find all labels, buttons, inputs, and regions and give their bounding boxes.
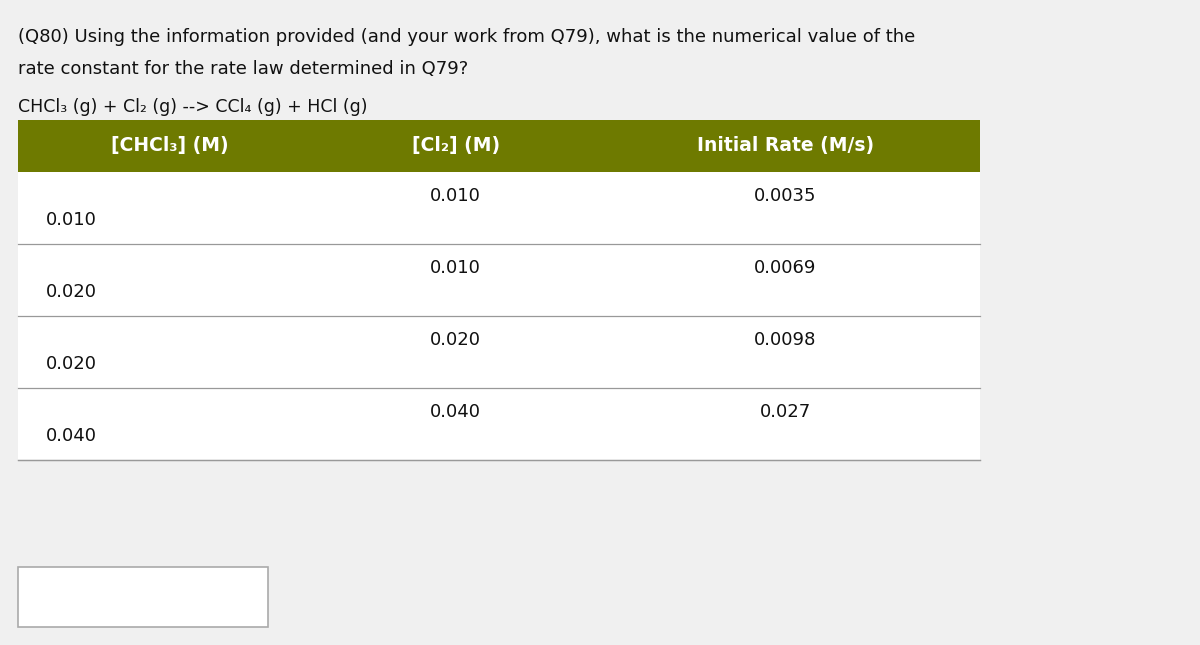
Text: [CHCl₃] (M): [CHCl₃] (M) — [110, 137, 228, 155]
Text: 0.020: 0.020 — [46, 355, 97, 373]
Text: 0.0069: 0.0069 — [754, 259, 816, 277]
Text: (Q80) Using the information provided (and your work from Q79), what is the numer: (Q80) Using the information provided (an… — [18, 28, 916, 46]
Text: 0.020: 0.020 — [431, 331, 481, 349]
Text: rate constant for the rate law determined in Q79?: rate constant for the rate law determine… — [18, 60, 468, 78]
Text: CHCl₃ (g) + Cl₂ (g) --> CCl₄ (g) + HCl (g): CHCl₃ (g) + Cl₂ (g) --> CCl₄ (g) + HCl (… — [18, 98, 367, 116]
Text: Initial Rate (M/s): Initial Rate (M/s) — [697, 137, 874, 155]
FancyBboxPatch shape — [18, 567, 268, 627]
Text: [Cl₂] (M): [Cl₂] (M) — [412, 137, 499, 155]
FancyBboxPatch shape — [18, 120, 980, 460]
Text: 0.040: 0.040 — [431, 402, 481, 421]
Text: 0.020: 0.020 — [46, 283, 97, 301]
Text: 0.0098: 0.0098 — [754, 331, 816, 349]
Text: 0.010: 0.010 — [431, 187, 481, 204]
Text: 0.040: 0.040 — [46, 427, 97, 445]
Text: 0.0035: 0.0035 — [754, 187, 816, 204]
Text: 0.010: 0.010 — [431, 259, 481, 277]
FancyBboxPatch shape — [18, 120, 980, 172]
Text: 0.027: 0.027 — [760, 402, 811, 421]
Text: 0.010: 0.010 — [46, 212, 97, 229]
